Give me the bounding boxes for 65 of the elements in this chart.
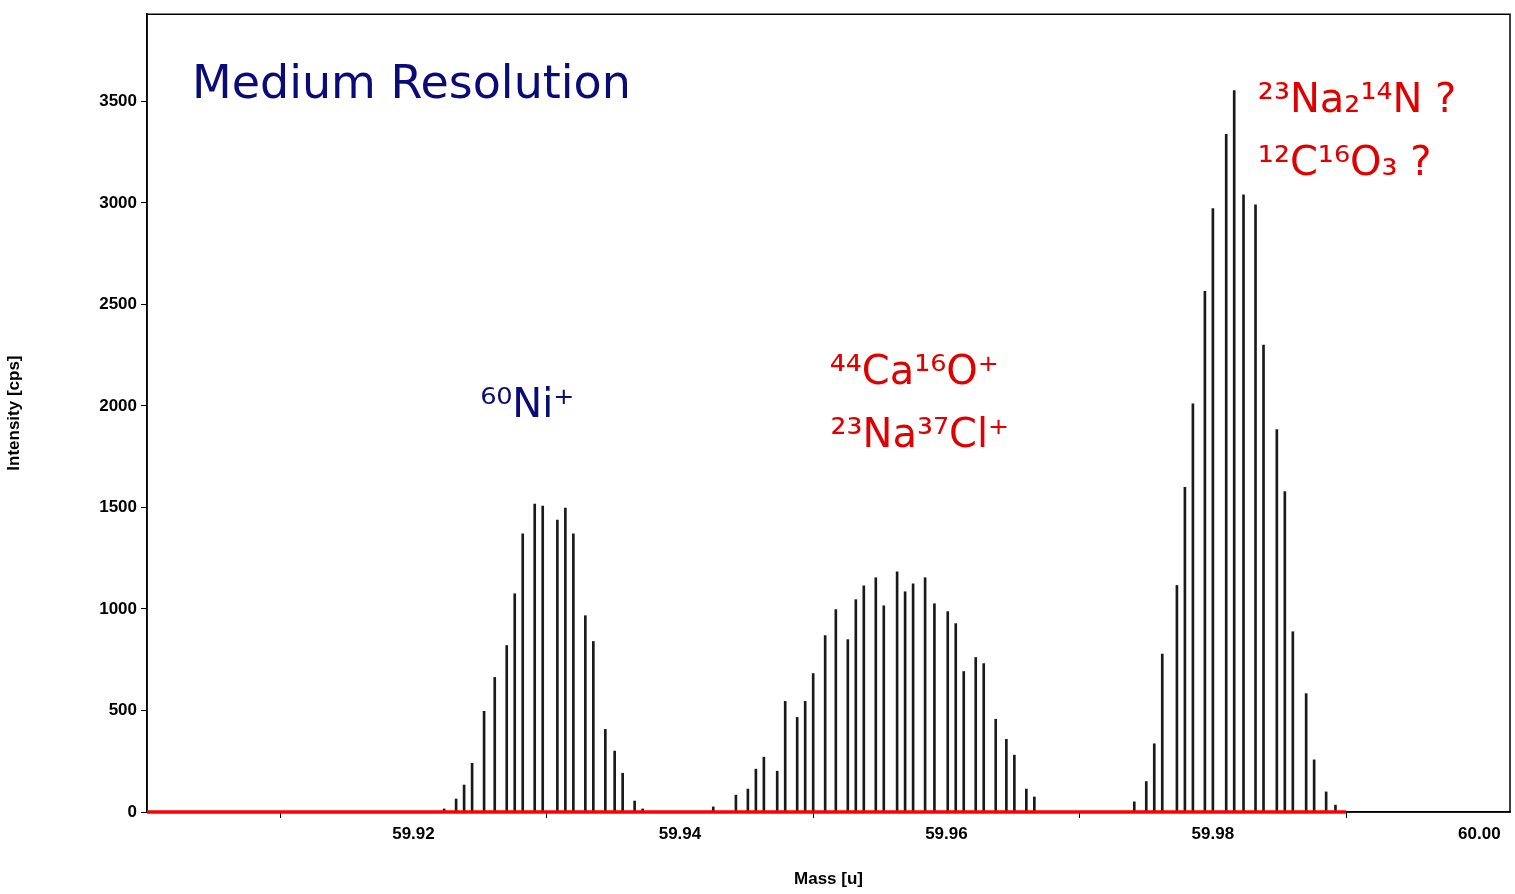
bar — [564, 507, 567, 812]
bar — [775, 770, 779, 812]
x-tick-label: 60.00 — [1458, 823, 1501, 843]
bar — [1291, 631, 1295, 812]
bar — [1262, 344, 1265, 812]
x-tick-label: 59.94 — [658, 823, 702, 843]
annotation: ⁴⁴Ca¹⁶O⁺ — [829, 346, 999, 393]
bar — [521, 533, 525, 812]
bar — [846, 639, 850, 812]
annotation: ²³Na₂¹⁴N ? — [1257, 75, 1457, 122]
bar — [513, 593, 517, 812]
bar — [795, 717, 799, 812]
bar — [1025, 788, 1028, 812]
annotation: ⁶⁰Ni⁺ — [480, 380, 575, 427]
y-tick-label: 1000 — [99, 598, 137, 618]
x-axis-title: Mass [u] — [794, 869, 863, 889]
bar — [1013, 754, 1016, 812]
y-tick-label: 2000 — [99, 395, 137, 415]
bar — [556, 519, 559, 812]
annotation: ²³Na³⁷Cl⁺ — [830, 409, 1010, 456]
bar — [946, 611, 950, 812]
bar — [604, 729, 607, 812]
bar — [811, 673, 815, 812]
bar — [834, 609, 838, 812]
bar — [874, 577, 878, 812]
y-tick-label: 3000 — [99, 192, 137, 212]
y-tick-label: 0 — [127, 801, 137, 821]
bar — [974, 657, 978, 812]
bar — [613, 750, 616, 812]
y-axis-title: Intensity [cps] — [3, 355, 23, 471]
text: Medium Resolution — [192, 55, 631, 110]
bar — [854, 599, 858, 812]
bar — [572, 533, 575, 812]
bar — [1152, 743, 1156, 812]
y-tick-label: 500 — [108, 700, 137, 720]
bar — [1144, 781, 1148, 812]
bar — [994, 718, 998, 812]
bar — [882, 605, 886, 812]
x-tick-label: 59.92 — [392, 823, 435, 843]
bar — [493, 677, 497, 812]
bar — [954, 623, 958, 812]
bar — [803, 701, 807, 812]
bar — [783, 701, 787, 812]
bar — [541, 505, 545, 812]
bar — [1005, 739, 1008, 812]
bar — [982, 663, 986, 812]
bar — [621, 772, 624, 812]
bar — [1160, 653, 1164, 812]
bar — [584, 615, 587, 812]
bar — [1232, 90, 1236, 812]
bar — [505, 645, 509, 812]
bar — [933, 603, 936, 812]
y-tick-label: 2500 — [99, 294, 137, 314]
annotation: ¹²C¹⁶O₃ ? — [1257, 137, 1432, 184]
y-tick-label: 3500 — [99, 91, 137, 111]
bar — [592, 641, 595, 812]
bar — [1254, 204, 1257, 812]
bar — [962, 671, 966, 812]
bar — [862, 585, 866, 812]
y-tick-label: 1500 — [99, 497, 137, 517]
x-tick-label: 59.96 — [925, 823, 968, 843]
bar — [1224, 134, 1228, 812]
bar — [533, 503, 537, 812]
bar — [1242, 194, 1245, 812]
x-tick-label: 59.98 — [1191, 823, 1235, 843]
